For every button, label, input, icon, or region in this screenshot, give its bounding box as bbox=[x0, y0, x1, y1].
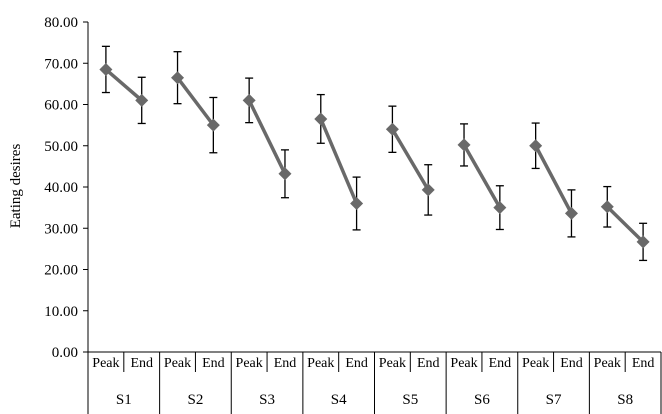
y-tick-label: 30.00 bbox=[44, 221, 78, 237]
data-point-marker bbox=[385, 122, 399, 136]
series-line-segment bbox=[606, 205, 645, 244]
series-line-segment bbox=[104, 68, 143, 102]
series-line-segment bbox=[462, 144, 502, 209]
series-line-segment bbox=[247, 99, 287, 175]
x-tick-label: End bbox=[560, 356, 583, 371]
x-group-label: S1 bbox=[116, 392, 132, 408]
x-tick-label: End bbox=[202, 356, 225, 371]
series-line-segment bbox=[390, 128, 430, 191]
x-tick-label: End bbox=[274, 356, 297, 371]
y-tick-label: 20.00 bbox=[44, 263, 78, 279]
y-tick-label: 70.00 bbox=[44, 56, 78, 72]
x-tick-label: Peak bbox=[522, 356, 549, 371]
x-tick-label: End bbox=[632, 356, 655, 371]
data-point-marker bbox=[278, 167, 292, 181]
x-tick-label: Peak bbox=[92, 356, 119, 371]
x-tick-label: Peak bbox=[307, 356, 334, 371]
x-tick-label: Peak bbox=[379, 356, 406, 371]
x-tick-label: End bbox=[417, 356, 440, 371]
x-tick-label: Peak bbox=[450, 356, 477, 371]
series-line-segment bbox=[319, 118, 359, 205]
y-tick-label: 80.00 bbox=[44, 15, 78, 31]
data-point-marker bbox=[493, 201, 507, 215]
x-group-label: S3 bbox=[259, 392, 275, 408]
x-group-label: S2 bbox=[188, 392, 204, 408]
data-point-marker bbox=[135, 93, 149, 107]
x-tick-label: Peak bbox=[236, 356, 263, 371]
data-point-marker bbox=[171, 71, 185, 85]
plot-area bbox=[99, 45, 650, 262]
data-point-marker bbox=[600, 200, 614, 214]
x-tick-label: End bbox=[130, 356, 153, 371]
x-tick-label: End bbox=[489, 356, 512, 371]
x-tick-label: Peak bbox=[164, 356, 191, 371]
data-point-marker bbox=[457, 138, 471, 152]
x-group-label: S8 bbox=[617, 392, 633, 408]
data-point-marker bbox=[99, 62, 113, 76]
y-tick-label: 0.00 bbox=[52, 345, 78, 361]
data-point-marker bbox=[242, 93, 256, 107]
series-line-segment bbox=[176, 76, 215, 127]
x-group-label: S7 bbox=[546, 392, 562, 408]
data-point-marker bbox=[350, 197, 364, 210]
x-tick-label: End bbox=[345, 356, 368, 371]
data-point-marker bbox=[314, 112, 328, 126]
data-point-marker bbox=[564, 206, 578, 220]
data-point-marker bbox=[529, 139, 543, 153]
series-line-segment bbox=[534, 144, 574, 215]
y-axis-label: Eating desires bbox=[8, 144, 24, 229]
x-tick-label: Peak bbox=[594, 356, 621, 371]
x-group-label: S4 bbox=[331, 392, 347, 408]
x-group-label: S6 bbox=[474, 392, 490, 408]
y-tick-label: 50.00 bbox=[44, 139, 78, 155]
y-tick-label: 60.00 bbox=[44, 98, 78, 114]
x-axis: Peak End Peak End Peak End Peak End Peak End Peak E… bbox=[87, 351, 662, 414]
data-point-marker bbox=[206, 118, 220, 132]
y-tick-label: 40.00 bbox=[44, 180, 78, 196]
y-axis: 0.00 10.00 20.00 30.00 40.00 50.00 60.00 70.00 8… bbox=[44, 15, 89, 361]
x-group-label: S5 bbox=[402, 392, 418, 408]
data-point-marker bbox=[636, 235, 650, 249]
y-tick-label: 10.00 bbox=[44, 304, 78, 320]
data-point-marker bbox=[421, 183, 435, 197]
